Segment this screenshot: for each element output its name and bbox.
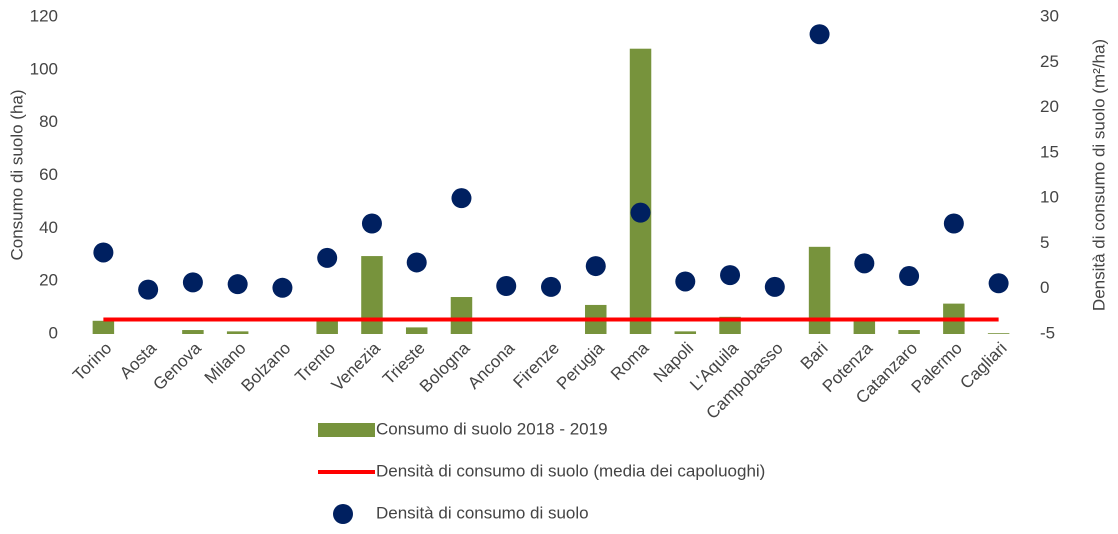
dot (899, 266, 920, 287)
dot (854, 253, 875, 274)
dot (227, 274, 248, 295)
y-tick-label: 20 (39, 271, 58, 290)
x-tick-label: Ancona (464, 338, 519, 393)
bar (898, 330, 920, 334)
dot (675, 271, 696, 292)
y2-axis-title: Densità di consumo di suolo (m²/ha) (1089, 39, 1108, 311)
y2-tick-label: 10 (1040, 188, 1059, 207)
dot (809, 24, 830, 45)
bar (808, 246, 831, 334)
x-tick-label: Cagliari (956, 339, 1010, 393)
dot (541, 276, 561, 297)
y2-tick-label: 30 (1040, 6, 1059, 25)
x-tick-label: Perugia (553, 338, 608, 393)
dot (764, 276, 785, 297)
dot (943, 213, 964, 234)
bar (987, 333, 1010, 334)
y2-tick-label: 15 (1040, 142, 1059, 161)
dot (317, 247, 338, 268)
legend-label: Consumo di suolo 2018 - 2019 (376, 419, 608, 438)
x-tick-label: Firenze (509, 339, 563, 393)
bar (629, 48, 652, 334)
y2-tick-label: -5 (1040, 323, 1055, 342)
bar (405, 327, 428, 334)
y2-tick-label: 5 (1040, 233, 1049, 252)
dot (988, 273, 1009, 294)
x-tick-label: Roma (607, 338, 653, 384)
y2-tick-label: 25 (1040, 52, 1059, 71)
x-tick-label: Bologna (416, 338, 474, 396)
y-tick-label: 120 (30, 6, 58, 25)
dot (361, 213, 382, 234)
y-tick-label: 0 (49, 323, 58, 342)
dot (720, 265, 741, 286)
legend-label: Densità di consumo di suolo (media dei c… (376, 461, 765, 480)
x-tick-label: Venezia (328, 338, 385, 395)
y2-tick-label: 20 (1040, 97, 1059, 116)
x-tick-label: Bari (797, 339, 832, 374)
x-tick-label: Torino (69, 339, 115, 385)
bar (316, 320, 338, 334)
dot (496, 275, 517, 296)
y-tick-label: 40 (39, 218, 58, 237)
bar (450, 297, 473, 334)
y-tick-label: 80 (39, 112, 58, 131)
dot (585, 256, 606, 277)
dot (93, 242, 114, 263)
y2-tick-label: 0 (1040, 278, 1049, 297)
y-tick-label: 100 (30, 59, 58, 78)
dot (138, 279, 159, 300)
x-tick-label: Bolzano (238, 339, 295, 396)
dot (451, 188, 472, 209)
y-tick-label: 60 (39, 165, 58, 184)
legend-label: Densità di consumo di suolo (376, 503, 589, 522)
bar (92, 320, 115, 334)
legend-swatch (333, 504, 353, 524)
x-tick-label: Genova (149, 338, 205, 394)
y-axis-title: Consumo di suolo (ha) (7, 89, 26, 260)
bar (361, 256, 383, 334)
dot (182, 272, 203, 293)
dot (630, 202, 651, 223)
bar (853, 320, 876, 334)
bar (226, 331, 249, 334)
dot (406, 252, 427, 273)
legend-swatch (318, 423, 375, 437)
bar (182, 330, 204, 334)
dot (272, 277, 293, 298)
bar (674, 331, 697, 334)
